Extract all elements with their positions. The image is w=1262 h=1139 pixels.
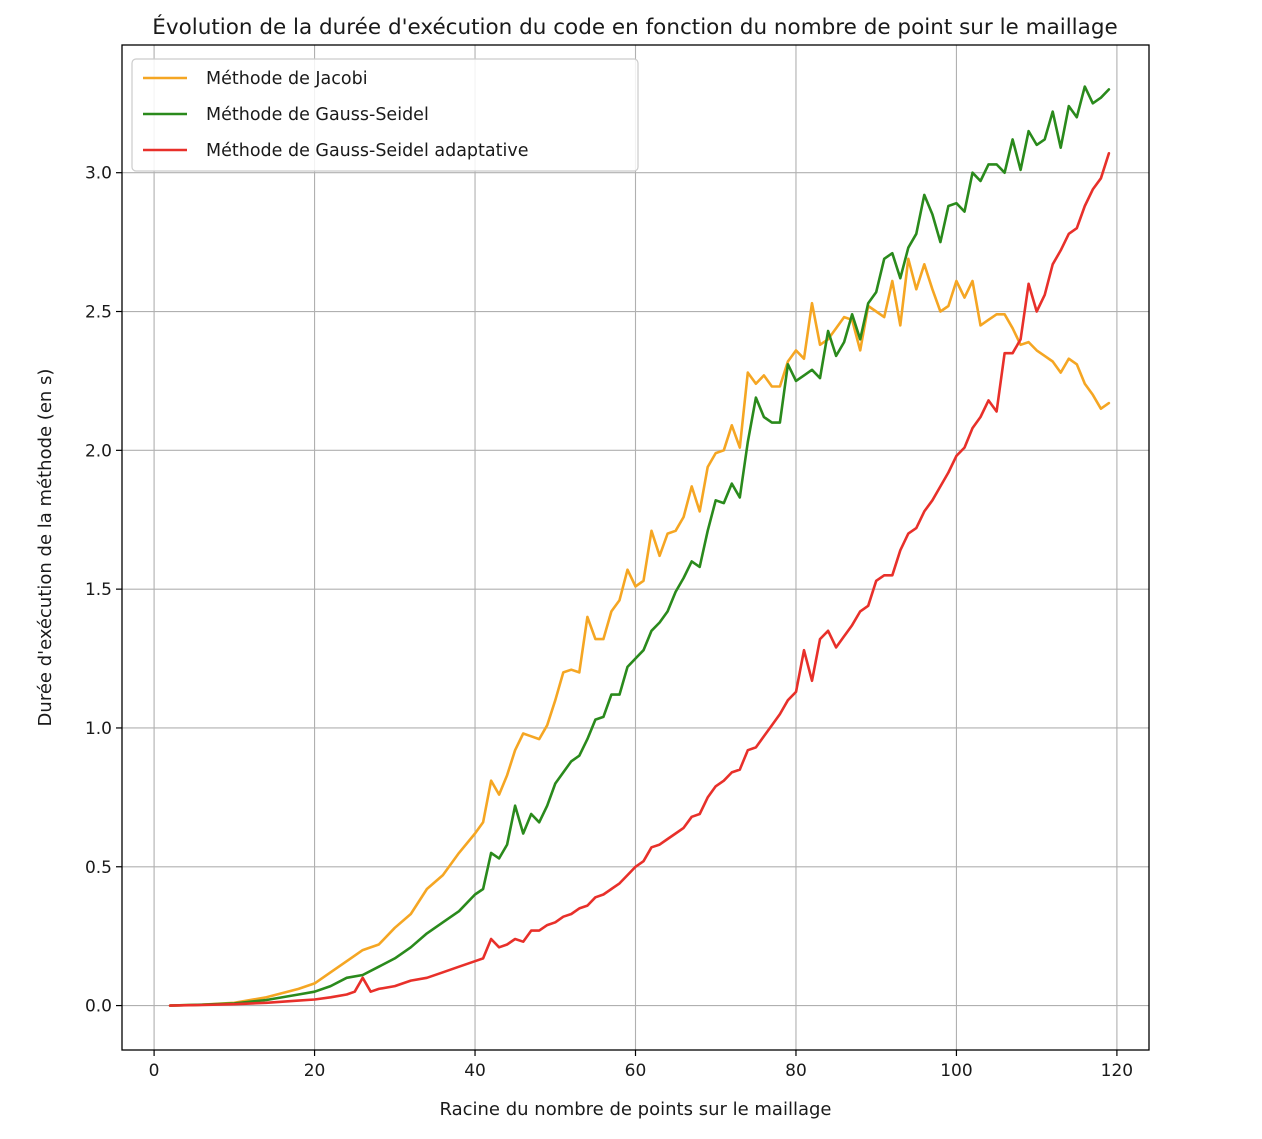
series-line-1: [168, 257, 1111, 1007]
x-axis-title: Racine du nombre de points sur le mailla…: [439, 1099, 831, 1120]
y-axis-title: Durée d'exécution de la méthode (en s): [35, 369, 56, 727]
legend-box: [131, 58, 639, 172]
x-tick-label: 80: [785, 1061, 807, 1081]
axis-ticks: 0 20 40 60 80 100 120 0.0 0.5 1.0 1.5 2.0 2.5 3.0: [85, 164, 1133, 1081]
x-tick-label: 40: [464, 1061, 486, 1081]
legend: Méthode de Jacobi Méthode de Gauss-Seidel…: [131, 58, 639, 172]
y-tick-label: 0.5: [85, 858, 112, 878]
y-tick-label: 2.5: [85, 303, 112, 323]
series-line-2: [168, 85, 1111, 1007]
chart-title: Évolution de la durée d'exécution du cod…: [152, 14, 1117, 40]
grid-lines: [122, 45, 1149, 1050]
x-tick-label: 20: [304, 1061, 326, 1081]
x-tick-label: 120: [1101, 1061, 1133, 1081]
x-tick-label: 100: [940, 1061, 972, 1081]
legend-label: Méthode de Gauss-Seidel: [206, 105, 429, 125]
y-tick-label: 0.0: [85, 997, 112, 1017]
series-line-3: [168, 152, 1111, 1007]
x-tick-label: 60: [625, 1061, 647, 1081]
y-tick-label: 3.0: [85, 164, 112, 184]
y-tick-label: 1.5: [85, 580, 112, 600]
legend-label: Méthode de Gauss-Seidel adaptative: [206, 141, 528, 161]
y-tick-label: 1.0: [85, 719, 112, 739]
legend-items: Méthode de Jacobi Méthode de Gauss-Seidel…: [143, 69, 528, 161]
series-lines: [168, 85, 1111, 1007]
legend-label: Méthode de Jacobi: [206, 69, 368, 89]
y-tick-label: 2.0: [85, 441, 112, 461]
x-tick-label: 0: [149, 1061, 160, 1081]
